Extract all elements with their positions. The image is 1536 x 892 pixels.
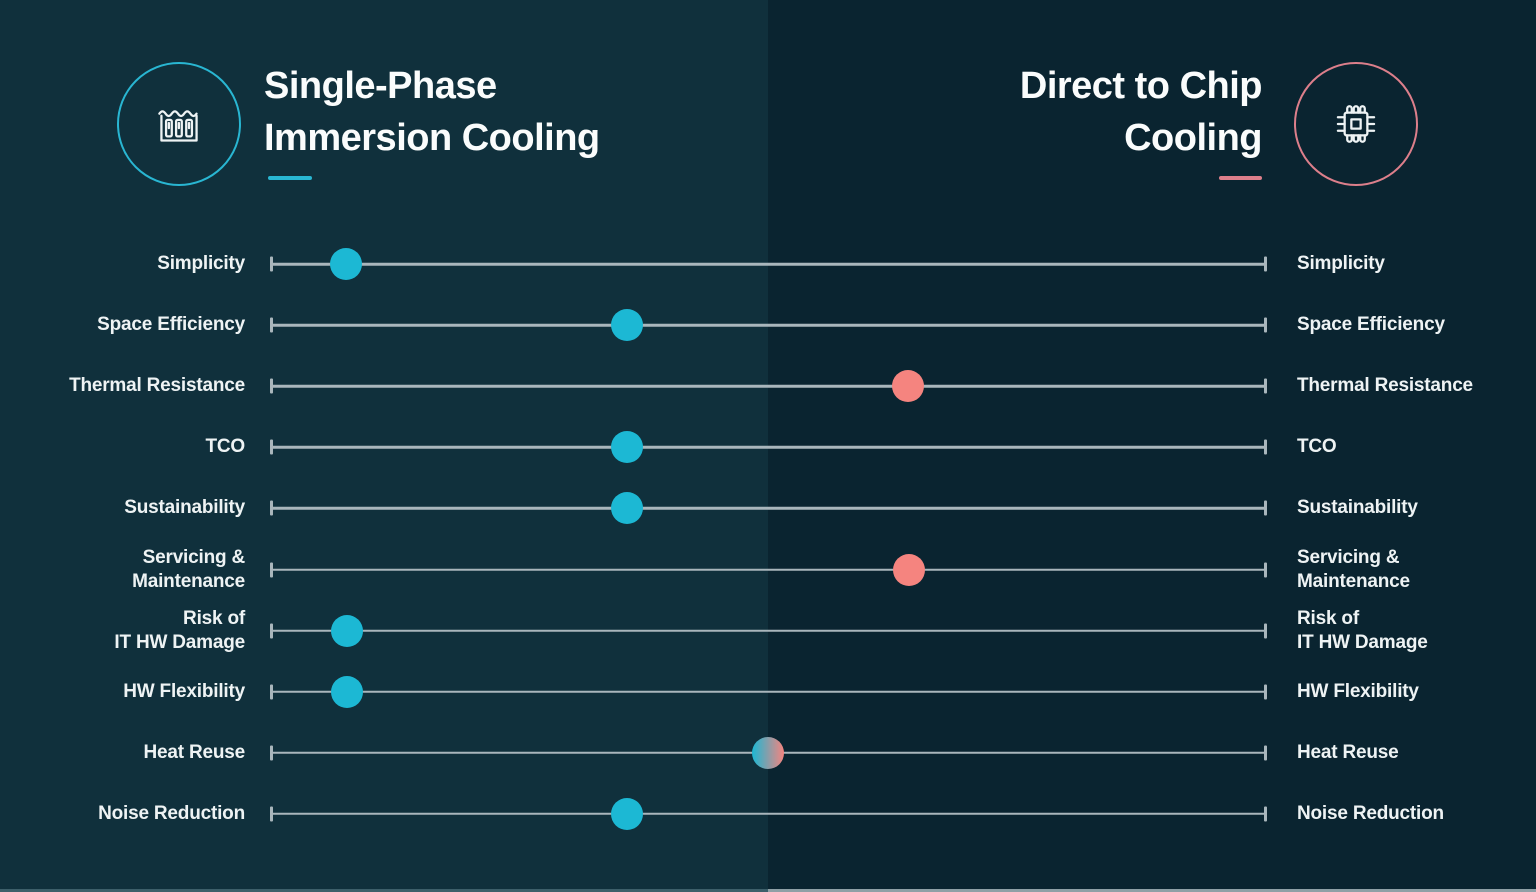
slider-track bbox=[270, 605, 1267, 657]
attribute-label-right: Simplicity bbox=[1297, 253, 1385, 274]
track-tick-left-icon bbox=[270, 256, 273, 272]
attribute-label-left: Noise Reduction bbox=[98, 802, 245, 824]
rating-dot bbox=[610, 431, 643, 464]
slider-track bbox=[270, 482, 1267, 534]
attribute-label-left: TCO bbox=[205, 436, 245, 458]
right-title: Direct to Chip Cooling bbox=[1019, 60, 1263, 164]
chip-icon-circle bbox=[1294, 62, 1418, 186]
attribute-label-right: Risk of IT HW Damage bbox=[1297, 607, 1428, 653]
slider-track bbox=[270, 544, 1267, 596]
left-title-underline bbox=[268, 176, 312, 180]
rating-dot bbox=[892, 370, 925, 403]
bottom-edge-strip bbox=[0, 889, 1536, 892]
attribute-label-left: Heat Reuse bbox=[143, 741, 246, 763]
attribute-row: Simplicity Simplicity bbox=[0, 238, 1536, 290]
slider-track bbox=[270, 727, 1267, 779]
attribute-label-left: Servicing & Maintenance bbox=[132, 546, 245, 592]
attribute-row: Heat Reuse Heat Reuse bbox=[0, 727, 1536, 779]
rating-dot bbox=[610, 797, 643, 830]
slider-track bbox=[270, 421, 1267, 473]
track-tick-right-icon bbox=[1264, 623, 1267, 639]
attribute-label-right: Space Efficiency bbox=[1297, 314, 1445, 336]
left-title-line2: Immersion Cooling bbox=[264, 117, 600, 159]
attribute-label-right: HW Flexibility bbox=[1297, 680, 1419, 702]
rating-dot bbox=[329, 248, 362, 280]
attribute-row: Risk of IT HW Damage Risk of IT HW Damag… bbox=[0, 605, 1536, 657]
rating-dot bbox=[330, 614, 363, 647]
attribute-row: Noise Reduction Noise Reduction bbox=[0, 788, 1536, 840]
track-tick-left-icon bbox=[270, 562, 273, 577]
slider-track bbox=[270, 666, 1267, 718]
attribute-label-right: Servicing & Maintenance bbox=[1297, 546, 1410, 592]
track-tick-right-icon bbox=[1264, 684, 1267, 700]
track-tick-right-icon bbox=[1264, 439, 1267, 455]
attribute-label-left: Simplicity bbox=[157, 253, 245, 274]
track-tick-right-icon bbox=[1264, 378, 1267, 394]
attribute-row: Servicing & Maintenance Servicing & Main… bbox=[0, 544, 1536, 596]
immersion-tank-icon bbox=[158, 110, 198, 142]
attribute-label-right: Thermal Resistance bbox=[1297, 375, 1473, 397]
track-tick-left-icon bbox=[270, 745, 273, 761]
attribute-row: TCO TCO bbox=[0, 421, 1536, 473]
attribute-label-right: Sustainability bbox=[1297, 497, 1418, 519]
slider-track bbox=[270, 299, 1267, 351]
attribute-label-left: Space Efficiency bbox=[97, 314, 245, 336]
attribute-label-left: Risk of IT HW Damage bbox=[114, 607, 245, 653]
slider-track bbox=[270, 788, 1267, 840]
track-tick-left-icon bbox=[270, 500, 273, 516]
track-tick-right-icon bbox=[1264, 500, 1267, 516]
attribute-row: Thermal Resistance Thermal Resistance bbox=[0, 360, 1536, 412]
attribute-label-left: Thermal Resistance bbox=[69, 375, 245, 397]
slider-track bbox=[270, 360, 1267, 412]
chip-icon bbox=[1336, 105, 1376, 143]
track-tick-left-icon bbox=[270, 623, 273, 639]
rating-dot bbox=[610, 309, 643, 342]
attribute-row: Space Efficiency Space Efficiency bbox=[0, 299, 1536, 351]
right-title-underline bbox=[1219, 176, 1262, 180]
attribute-label-left: Sustainability bbox=[124, 497, 245, 519]
rating-dot bbox=[330, 675, 363, 708]
slider-track bbox=[270, 238, 1267, 290]
right-title-line2: Cooling bbox=[1124, 117, 1262, 159]
left-title-line1: Single-Phase bbox=[264, 65, 497, 107]
track-tick-left-icon bbox=[270, 378, 273, 394]
attribute-label-right: Heat Reuse bbox=[1297, 741, 1399, 763]
attribute-label-right: TCO bbox=[1297, 436, 1337, 458]
rating-dot bbox=[610, 492, 643, 525]
rating-dot bbox=[751, 736, 784, 769]
attribute-label-left: HW Flexibility bbox=[123, 680, 245, 702]
track-tick-left-icon bbox=[270, 439, 273, 455]
track-tick-right-icon bbox=[1264, 745, 1267, 761]
attribute-label-right: Noise Reduction bbox=[1297, 802, 1444, 824]
attribute-row: Sustainability Sustainability bbox=[0, 482, 1536, 534]
track-tick-right-icon bbox=[1264, 256, 1267, 272]
track-tick-right-icon bbox=[1264, 562, 1267, 577]
track-tick-left-icon bbox=[270, 684, 273, 700]
track-tick-right-icon bbox=[1264, 806, 1267, 822]
track-tick-left-icon bbox=[270, 806, 273, 822]
rating-dot bbox=[893, 553, 926, 586]
track-tick-left-icon bbox=[270, 317, 273, 333]
attribute-row: HW Flexibility HW Flexibility bbox=[0, 666, 1536, 718]
left-title: Single-Phase Immersion Cooling bbox=[264, 60, 600, 164]
right-title-line1: Direct to Chip bbox=[1019, 65, 1263, 107]
track-tick-right-icon bbox=[1264, 317, 1267, 333]
immersion-icon-circle bbox=[117, 62, 241, 186]
